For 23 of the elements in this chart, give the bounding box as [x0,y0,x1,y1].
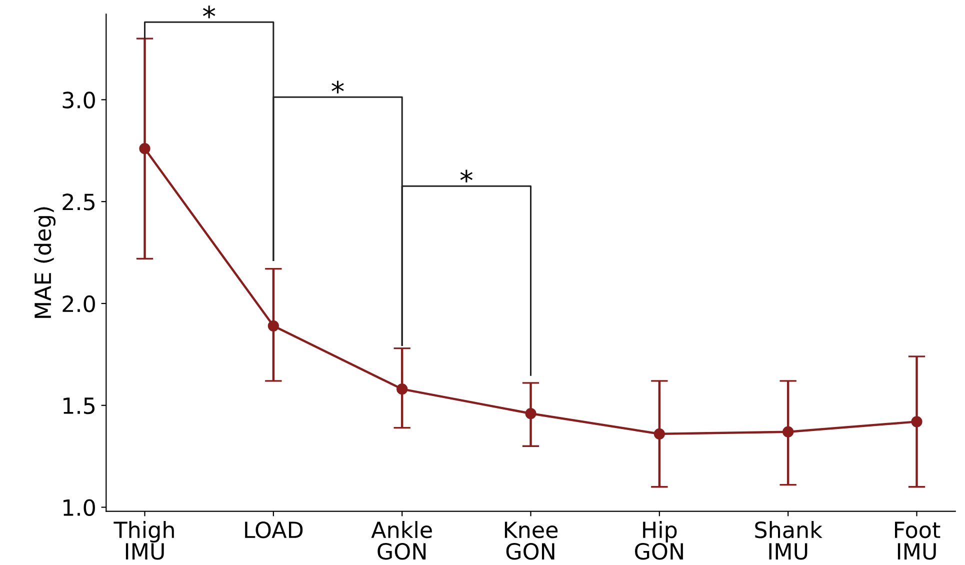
x-tick-label: Ankle GON [371,521,432,560]
y-tick-label: 3.0 [62,92,95,108]
annotation: * [332,80,344,94]
x-tick-label: Foot IMU [894,522,940,560]
point [139,143,150,154]
y-tick-label: 1.0 [64,499,95,516]
y-tick-label: 2.5 [62,194,94,210]
y-tick-label: 2.0 [62,295,95,312]
x-tick-label: LOAD [245,521,303,538]
x-tick-label: Thigh IMU [114,521,174,560]
point [911,416,922,428]
x-tick-label: Hip GON [634,521,683,560]
x-tick-label: Shank IMU [755,521,822,560]
point [525,408,536,420]
annotation: * [460,170,473,182]
annotation: * [202,6,216,18]
point [396,384,408,395]
point [268,320,279,332]
point [654,428,665,440]
point [782,426,794,438]
x-tick-label: Knee GON [504,522,558,560]
y-axis-title: MAE (deg) [34,207,56,318]
y-tick-label: 1.5 [64,398,94,414]
